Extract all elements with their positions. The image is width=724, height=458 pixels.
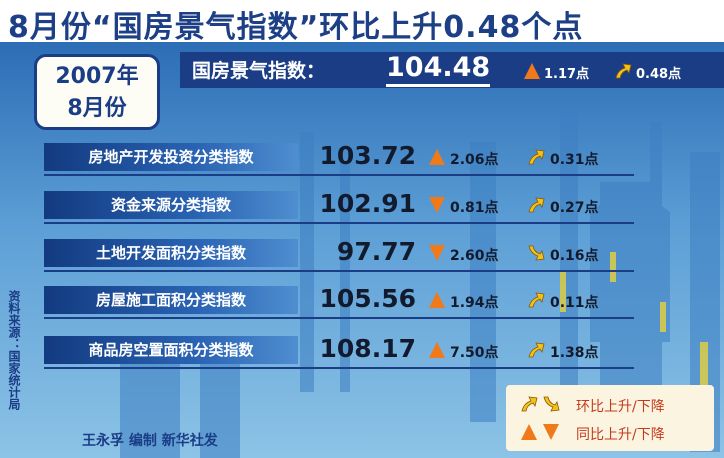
yoy-arrow-up xyxy=(523,62,541,80)
row-mom: 0.11点 xyxy=(550,292,599,312)
row-value: 108.17 xyxy=(316,334,416,363)
row-mom: 0.16点 xyxy=(550,245,599,265)
row-rule xyxy=(44,317,634,319)
main-yoy: 1.17点 xyxy=(544,63,589,82)
badge-year: 2007年 xyxy=(37,61,157,93)
row-rule xyxy=(44,222,634,224)
row-mom: 0.31点 xyxy=(550,149,599,169)
infographic: 8月份“国房景气指数”环比上升0.48个点 2007年 8月份 环比上升/下降同… xyxy=(0,0,724,458)
yoy-arrow-down xyxy=(428,244,446,262)
main-value: 104.48 xyxy=(386,52,490,87)
mom-arrow-up xyxy=(520,395,538,413)
yoy-arrow-down xyxy=(542,423,560,441)
yoy-arrow-down xyxy=(428,196,446,214)
legend-mom: 环比上升/下降 xyxy=(576,396,665,416)
mom-arrow-up xyxy=(527,196,545,214)
main-mom: 0.48点 xyxy=(636,63,681,82)
row-rule xyxy=(44,367,634,369)
row-mom: 1.38点 xyxy=(550,342,599,362)
row-yoy: 0.81点 xyxy=(450,197,499,217)
row-label: 土地开发面积分类指数 xyxy=(44,239,298,267)
title: 8月份“国房景气指数”环比上升0.48个点 xyxy=(8,2,583,46)
legend-yoy: 同比上升/下降 xyxy=(576,424,665,444)
badge-month: 8月份 xyxy=(37,93,157,125)
yoy-arrow-up xyxy=(428,341,446,359)
yoy-arrow-up xyxy=(428,291,446,309)
row-yoy: 2.06点 xyxy=(450,149,499,169)
source: 资料来源：国家统计局 xyxy=(6,290,23,410)
row-yoy: 1.94点 xyxy=(450,292,499,312)
legend: 环比上升/下降同比上升/下降 xyxy=(506,385,714,451)
credit: 王永孚 编制 新华社发 xyxy=(82,430,218,450)
row-value: 103.72 xyxy=(316,141,416,170)
mom-arrow-down xyxy=(527,244,545,262)
row-label: 房屋施工面积分类指数 xyxy=(44,286,298,314)
row-yoy: 2.60点 xyxy=(450,245,499,265)
row-yoy: 7.50点 xyxy=(450,342,499,362)
row-value: 97.77 xyxy=(316,237,416,266)
row-mom: 0.27点 xyxy=(550,197,599,217)
mom-arrow-up xyxy=(614,62,632,80)
mom-arrow-up xyxy=(527,291,545,309)
row-rule xyxy=(44,174,634,176)
yoy-arrow-up xyxy=(428,148,446,166)
main-label: 国房景气指数： xyxy=(192,56,325,83)
date-badge: 2007年 8月份 xyxy=(34,54,160,130)
mom-arrow-up xyxy=(527,341,545,359)
row-label: 房地产开发投资分类指数 xyxy=(44,143,298,171)
mom-arrow-down xyxy=(542,395,560,413)
row-value: 105.56 xyxy=(316,284,416,313)
row-value: 102.91 xyxy=(316,189,416,218)
row-rule xyxy=(44,270,634,272)
mom-arrow-up xyxy=(527,148,545,166)
yoy-arrow-up xyxy=(520,423,538,441)
row-label: 资金来源分类指数 xyxy=(44,191,298,219)
row-label: 商品房空置面积分类指数 xyxy=(44,336,298,364)
